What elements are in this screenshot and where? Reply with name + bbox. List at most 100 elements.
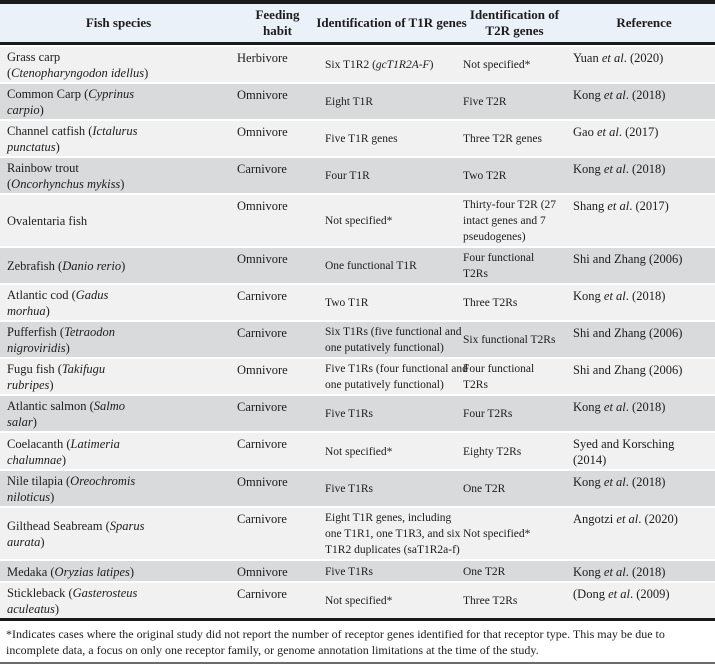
text-line: Not specified* [325, 445, 393, 458]
text-line: Reference [616, 15, 672, 30]
t1r-genes-cell: Not specified* [318, 444, 458, 460]
text-line: Shi and Zhang (2006) [573, 326, 683, 340]
feeding-habit-cell: Omnivore [230, 473, 318, 490]
table-row: Atlantic salmon (Salmo salar) Carnivore F… [0, 394, 715, 431]
feeding-habit-cell: Carnivore [230, 510, 318, 527]
table-row: Common Carp (Cyprinus carpio) Omnivore Ei… [0, 82, 715, 119]
text-line: Omnivore [237, 88, 288, 102]
text-line: Three T2R genes [463, 133, 542, 145]
text-line: Two T1R [325, 297, 369, 309]
t1r-genes-cell: One functional T1R [318, 258, 458, 274]
text-line: Kong et al. (2018) [573, 475, 666, 489]
text-line: salar) [7, 415, 37, 429]
text-line: Gao et al. (2017) [573, 125, 659, 139]
text-line: Shi and Zhang (2006) [573, 252, 683, 266]
species-cell: Atlantic cod (Gadus morhua) [0, 287, 230, 319]
text-line: Eighty T2Rs [463, 445, 522, 458]
text-line: T1R2 duplicates (saT1R2a-f) [325, 544, 460, 556]
text-line: (Ctenopharyngodon idellus) [7, 66, 149, 80]
text-line: One T2R [463, 565, 506, 578]
text-line: Omnivore [237, 565, 288, 579]
text-line: aculeatus) [7, 602, 60, 616]
feeding-habit-cell: Herbivore [230, 49, 318, 66]
text-line: Omnivore [237, 252, 288, 266]
text-line: Six functional T2Rs [463, 334, 556, 346]
table-row: Coelacanth (Latimeria chalumnae) Carnivor… [0, 431, 715, 469]
species-cell: Coelacanth (Latimeria chalumnae) [0, 436, 230, 468]
table-row: Medaka (Oryzias latipes) Omnivore Five T… [0, 559, 715, 581]
reference-cell: Syed and Korsching (2014) [566, 435, 715, 468]
species-cell: Rainbow trout (Oncorhynchus mykiss) [0, 160, 230, 192]
text-line: Fugu fish (Takifugu [7, 362, 106, 376]
text-line: Five T1Rs (four functional and [325, 363, 468, 375]
text-line: habit [263, 23, 292, 38]
text-line: Thirty-four T2R (27 [463, 199, 557, 211]
feeding-habit-cell: Omnivore [230, 123, 318, 140]
t2r-genes-cell: Six functional T2Rs [458, 332, 566, 348]
feeding-habit-cell: Omnivore [230, 86, 318, 103]
text-line: niloticus) [7, 490, 55, 504]
text-line: Six T1Rs (five functional and [325, 326, 462, 338]
text-line: Kong et al. (2018) [573, 400, 666, 414]
t1r-genes-cell: Five T1Rs [318, 406, 458, 422]
text-line: Herbivore [237, 51, 288, 65]
text-line: Gilthead Seabream (Sparus [7, 519, 145, 533]
text-line: punctatus) [7, 140, 60, 154]
footnote: *Indicates cases where the original stud… [0, 618, 715, 662]
text-line: Four functional [463, 252, 535, 264]
text-line: One functional T1R [325, 260, 417, 272]
feeding-habit-cell: Carnivore [230, 160, 318, 177]
text-line: Omnivore [237, 363, 288, 377]
text-line: Four functional [463, 363, 535, 375]
text-line: Fish species [85, 15, 152, 30]
text-line: One T2R [463, 483, 506, 495]
table-row: Ovalentaria fish Omnivore Not specified*… [0, 193, 715, 246]
feeding-habit-cell: Carnivore [230, 435, 318, 452]
text-line: Zebrafish (Danio rerio) [7, 259, 126, 273]
text-line: Kong et al. (2018) [573, 565, 666, 579]
text-line: one putatively functional) [325, 342, 444, 354]
text-line: morhua) [7, 304, 50, 318]
t2r-genes-cell: Four functional T2Rs [458, 361, 566, 393]
t1r-genes-cell: Five T1R genes [318, 131, 458, 147]
text-line: Eight T1R genes, including [325, 512, 452, 524]
text-line: Common Carp (Cyprinus [7, 87, 135, 101]
column-header-t1r: Identification of T1R genes [316, 15, 466, 31]
t2r-genes-cell: Five T2R [458, 94, 566, 110]
table-row: Stickleback (Gasterosteus aculeatus) Carn… [0, 581, 715, 618]
t2r-genes-cell: Thirty-four T2R (27 intact genes and 7 pse… [458, 197, 566, 245]
table-row: Atlantic cod (Gadus morhua) Carnivore Two… [0, 283, 715, 320]
species-cell: Pufferfish (Tetraodon nigroviridis) [0, 324, 230, 356]
species-cell: Ovalentaria fish [0, 213, 230, 229]
reference-cell: Gao et al. (2017) [566, 123, 715, 140]
t2r-genes-cell: Not specified* [458, 57, 566, 73]
text-line: Carnivore [237, 326, 287, 340]
text-line: Angotzi et al. (2020) [573, 512, 678, 526]
column-header-feeding: Feeding habit [230, 7, 318, 39]
text-line: Identification of T1R genes [316, 15, 467, 30]
t1r-genes-cell: Not specified* [318, 213, 458, 229]
column-header-species: Fish species [0, 15, 230, 31]
text-line: Rainbow trout [7, 161, 79, 175]
reference-cell: Kong et al. (2018) [566, 563, 715, 580]
species-cell: Nile tilapia (Oreochromis niloticus) [0, 473, 230, 505]
text-line: Not specified* [463, 528, 531, 540]
text-line: (2014) [573, 453, 607, 467]
reference-cell: Angotzi et al. (2020) [566, 510, 715, 527]
text-line: Stickleback (Gasterosteus [7, 586, 138, 600]
text-line: (Oncorhynchus mykiss) [7, 177, 125, 191]
text-line: Not specified* [463, 59, 531, 71]
text-line: Five T1Rs [325, 483, 374, 495]
text-line: Pufferfish (Tetraodon [7, 325, 116, 339]
reference-cell: Shang et al. (2017) [566, 197, 715, 214]
t2r-genes-cell: Two T2R [458, 168, 566, 184]
text-line: rubripes) [7, 378, 54, 392]
text-line: Six T1R2 (gcT1R2A-F) [325, 59, 434, 71]
text-line: Four T2Rs [463, 408, 513, 420]
text-line: Medaka (Oryzias latipes) [7, 564, 135, 579]
text-line: Not specified* [325, 595, 393, 607]
feeding-habit-cell: Carnivore [230, 324, 318, 341]
text-line: intact genes and 7 [463, 215, 546, 227]
t1r-genes-cell: Eight T1R [318, 94, 458, 110]
